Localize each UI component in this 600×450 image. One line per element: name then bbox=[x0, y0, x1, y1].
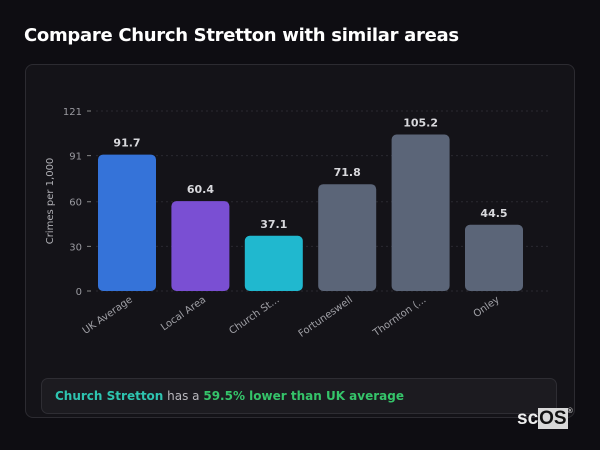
page-title: Compare Church Stretton with similar are… bbox=[24, 25, 459, 46]
summary-middle: has a bbox=[163, 389, 204, 403]
bar bbox=[391, 134, 450, 291]
x-tick-label: Local Area bbox=[159, 294, 208, 333]
data-label: 71.8 bbox=[334, 166, 361, 179]
y-tick-label: 121 bbox=[63, 107, 82, 118]
bar bbox=[465, 224, 523, 291]
x-tick-label: Fortuneswell bbox=[297, 294, 355, 339]
data-label: 91.7 bbox=[113, 137, 140, 150]
data-label: 44.5 bbox=[480, 207, 507, 220]
y-tick-label: 0 bbox=[76, 287, 82, 298]
data-label: 37.1 bbox=[260, 218, 287, 231]
x-tick-label: Onley bbox=[472, 294, 502, 320]
x-tick-label: Thornton (... bbox=[371, 294, 429, 339]
y-tick-label: 30 bbox=[69, 242, 82, 253]
bar bbox=[244, 235, 303, 291]
bar bbox=[171, 201, 230, 291]
summary-comparison: 59.5% lower than UK average bbox=[203, 389, 404, 403]
x-tick-label: Church St... bbox=[227, 294, 281, 336]
data-label: 105.2 bbox=[403, 117, 438, 130]
y-tick-label: 60 bbox=[69, 198, 82, 209]
y-axis-label: Crimes per 1,000 bbox=[45, 158, 56, 245]
data-label: 60.4 bbox=[187, 183, 214, 196]
summary-box: Church Stretton has a 59.5% lower than U… bbox=[41, 378, 557, 414]
x-tick-label: UK Average bbox=[81, 294, 135, 336]
bar bbox=[98, 154, 156, 291]
scos-logo: scOS® bbox=[517, 408, 573, 429]
y-tick-label: 91 bbox=[69, 152, 82, 163]
bar bbox=[318, 184, 377, 291]
summary-area: Church Stretton bbox=[55, 389, 164, 403]
